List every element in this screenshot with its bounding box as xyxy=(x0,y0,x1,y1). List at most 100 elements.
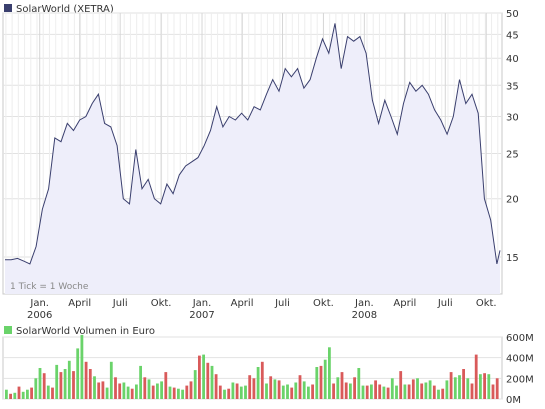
volume-bar xyxy=(139,365,142,399)
volume-bar xyxy=(487,374,491,399)
volume-bar xyxy=(164,372,168,399)
volume-bar xyxy=(143,377,147,399)
volume-bar xyxy=(185,385,189,399)
volume-bar xyxy=(80,334,84,399)
volume-bar xyxy=(474,354,478,399)
volume-bar xyxy=(315,367,319,399)
volume-legend-swatch xyxy=(4,326,12,334)
volume-bar xyxy=(97,382,101,399)
volume-bar xyxy=(449,372,453,399)
volume-bar xyxy=(214,374,218,399)
volume-bar xyxy=(26,389,29,399)
volume-bar xyxy=(42,373,46,399)
volume-bar xyxy=(361,385,365,399)
volume-bar xyxy=(332,383,335,399)
volume-bar xyxy=(319,365,323,399)
volume-bar xyxy=(147,379,151,399)
volume-bar xyxy=(386,387,390,399)
price-xtick-year: 2008 xyxy=(352,310,377,321)
tick-note: 1 Tick = 1 Woche xyxy=(10,282,89,292)
volume-bar xyxy=(420,383,424,399)
volume-bar xyxy=(151,385,155,399)
volume-bar xyxy=(101,381,105,399)
volume-bar xyxy=(286,384,289,399)
price-ytick-label: 15 xyxy=(506,253,519,264)
volume-bar xyxy=(256,367,260,399)
volume-bar xyxy=(298,375,302,399)
price-xtick-label: Okt. xyxy=(313,298,334,309)
volume-bar xyxy=(223,389,226,399)
volume-bar xyxy=(5,389,8,399)
volume-bar xyxy=(252,378,256,399)
volume-bar xyxy=(248,375,252,399)
volume-bar xyxy=(445,380,449,399)
volume-bar xyxy=(357,368,361,399)
volume-bar xyxy=(395,385,398,399)
volume-bar xyxy=(30,387,33,399)
volume-ytick-label: 0M xyxy=(506,395,521,406)
price-xtick-label: Jan. xyxy=(192,298,212,309)
volume-ytick-label: 200M xyxy=(506,374,534,385)
price-xtick-label: Jan. xyxy=(29,298,49,309)
volume-bar xyxy=(114,377,117,399)
volume-bar xyxy=(76,348,80,399)
volume-bar xyxy=(84,361,88,399)
volume-bar xyxy=(210,365,214,399)
volume-bar xyxy=(491,384,495,399)
volume-bar xyxy=(88,369,92,399)
volume-chart-title: SolarWorld Volumen in Euro xyxy=(16,326,155,337)
price-series-line xyxy=(5,23,501,265)
price-xtick-year: 2006 xyxy=(27,310,52,321)
volume-bar xyxy=(374,380,377,399)
volume-bar xyxy=(63,369,67,399)
volume-bar xyxy=(34,378,38,399)
price-xtick-label: Juli xyxy=(437,298,453,309)
volume-bar xyxy=(206,362,210,399)
volume-bar xyxy=(239,386,243,399)
volume-bar xyxy=(399,371,403,399)
volume-y-axis: 0M 200M 400M 600M xyxy=(506,333,534,406)
volume-bar xyxy=(403,384,407,399)
volume-bar xyxy=(416,378,419,399)
volume-bar xyxy=(260,361,264,399)
volume-bar xyxy=(370,384,373,399)
volume-bar xyxy=(269,376,273,399)
volume-bar xyxy=(277,380,281,399)
volume-bar xyxy=(172,387,176,399)
volume-bar xyxy=(105,387,109,399)
volume-ytick-label: 600M xyxy=(506,333,534,344)
volume-bar xyxy=(462,369,465,399)
volume-bar xyxy=(46,385,50,399)
price-y-axis: 15 20 25 30 35 40 45 50 xyxy=(506,9,519,264)
volume-bar xyxy=(428,380,432,399)
price-xtick-label: April xyxy=(68,298,91,309)
volume-bar xyxy=(311,384,314,399)
volume-bar xyxy=(244,385,247,399)
price-ytick-label: 40 xyxy=(506,54,519,65)
price-chart-title: SolarWorld (XETRA) xyxy=(16,4,114,15)
volume-bar xyxy=(470,383,474,399)
volume-bar xyxy=(479,374,482,399)
volume-bar xyxy=(365,385,369,399)
volume-bar xyxy=(231,382,235,399)
price-legend-swatch xyxy=(4,4,12,12)
price-ytick-label: 25 xyxy=(506,150,519,161)
price-xtick-label: Okt. xyxy=(151,298,172,309)
volume-bar xyxy=(328,347,331,399)
volume-bar xyxy=(109,361,113,399)
volume-bar xyxy=(273,379,277,399)
price-ytick-label: 35 xyxy=(506,81,519,92)
volume-bar xyxy=(198,355,201,399)
volume-bar xyxy=(218,385,222,399)
volume-bar xyxy=(495,378,499,399)
volume-bar xyxy=(118,383,122,399)
price-xtick-label: April xyxy=(393,298,416,309)
volume-bar xyxy=(441,388,445,399)
volume-bar xyxy=(483,373,486,399)
price-ytick-label: 45 xyxy=(506,30,519,41)
volume-bar xyxy=(93,376,96,399)
volume-bar xyxy=(265,383,268,399)
volume-bar xyxy=(302,381,306,399)
